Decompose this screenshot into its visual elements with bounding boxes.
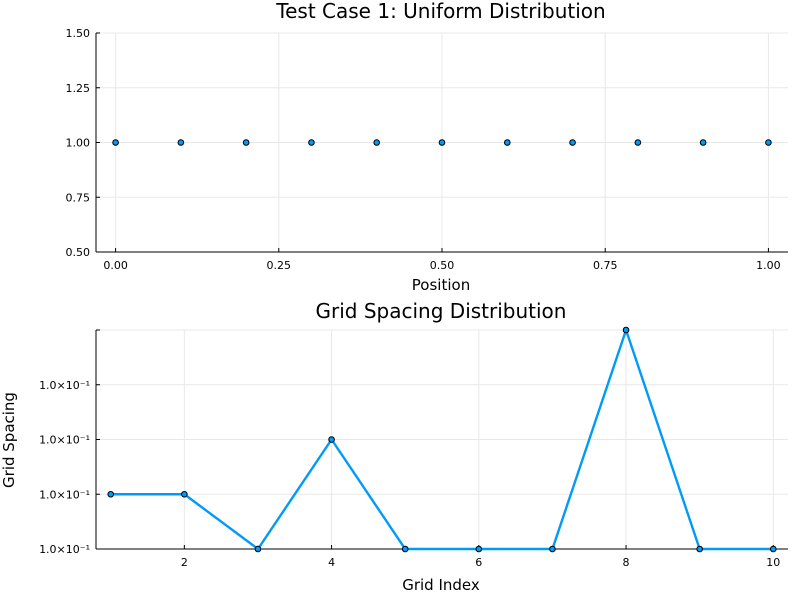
y-tick-label: 1.00 bbox=[66, 137, 91, 150]
chart-title: Grid Spacing Distribution bbox=[316, 299, 567, 323]
series-line bbox=[110, 326, 774, 551]
x-tick-label: 8 bbox=[623, 556, 630, 569]
x-tick-label: 0.25 bbox=[267, 259, 292, 272]
y-tick-label: 1.0×10⁻¹ bbox=[39, 488, 90, 501]
data-point bbox=[475, 545, 483, 553]
data-point bbox=[177, 139, 185, 146]
data-point bbox=[254, 545, 262, 553]
y-axis-label: Grid Spacing bbox=[0, 392, 18, 488]
data-point bbox=[107, 490, 115, 498]
data-point bbox=[699, 139, 707, 146]
data-point bbox=[696, 545, 703, 553]
x-tick-label: 4 bbox=[328, 556, 335, 569]
data-point bbox=[634, 139, 642, 146]
x-axis-label: Grid Index bbox=[402, 576, 480, 594]
y-tick-label: 1.25 bbox=[66, 82, 91, 95]
x-tick-label: 0.50 bbox=[430, 259, 455, 272]
x-tick-label: 2 bbox=[181, 556, 188, 569]
data-point bbox=[503, 139, 511, 146]
data-point bbox=[622, 326, 630, 334]
y-tick-label: 0.50 bbox=[66, 246, 91, 259]
data-point bbox=[569, 139, 576, 146]
x-tick-label: 0.75 bbox=[593, 259, 618, 272]
x-axis-label: Position bbox=[412, 276, 470, 294]
y-tick-label: 1.50 bbox=[66, 27, 91, 40]
data-point bbox=[112, 139, 119, 146]
data-point bbox=[181, 490, 188, 498]
data-point bbox=[438, 139, 446, 146]
chart-title: Test Case 1: Uniform Distribution bbox=[275, 0, 605, 23]
data-point bbox=[328, 436, 335, 443]
x-tick-label: 0.00 bbox=[103, 259, 128, 272]
x-tick-label: 1.00 bbox=[756, 259, 781, 272]
y-tick-label: 1.0×10⁻¹ bbox=[39, 379, 90, 392]
grid-spacing-chart: Grid Spacing Distribution 2 4 6 8 10 1.0×10⁻¹… bbox=[0, 299, 788, 594]
y-tick-label: 1.0×10⁻¹ bbox=[39, 543, 90, 556]
y-tick-label: 0.75 bbox=[66, 191, 91, 204]
data-point bbox=[401, 545, 409, 553]
data-point bbox=[549, 545, 556, 553]
data-point bbox=[769, 545, 777, 553]
data-point bbox=[765, 139, 772, 146]
y-tick-label: 1.0×10⁻¹ bbox=[39, 434, 90, 447]
data-point bbox=[373, 139, 381, 146]
data-point bbox=[308, 139, 315, 146]
x-tick-label: 10 bbox=[766, 556, 780, 569]
data-point bbox=[242, 139, 250, 146]
x-tick-label: 6 bbox=[475, 556, 482, 569]
uniform-distribution-chart: Test Case 1: Uniform Distribution 0.00 0.… bbox=[66, 0, 788, 294]
